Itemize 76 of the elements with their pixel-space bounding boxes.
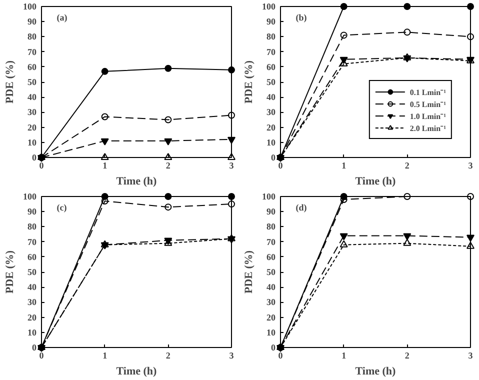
x-tick-label: 1 <box>342 160 347 170</box>
y-tick-label: 30 <box>28 297 37 308</box>
annotation: (d) <box>296 202 307 213</box>
y-tick-label: 20 <box>266 312 276 322</box>
y-tick-label: 50 <box>28 77 37 87</box>
y-tick-label: 40 <box>28 282 37 292</box>
y-tick-label: 50 <box>266 267 276 277</box>
y-tick-label: 90 <box>28 206 37 217</box>
x-tick-label: 0 <box>278 350 284 360</box>
x-tick-label: 0 <box>278 160 284 170</box>
y-axis-title: PDE (%) <box>4 60 16 104</box>
y-tick-label: 80 <box>28 32 37 42</box>
y-tick-label: 70 <box>266 46 276 57</box>
y-tick-label: 20 <box>266 122 276 132</box>
y-tick-label: 40 <box>266 92 276 102</box>
x-tick-label: 2 <box>166 160 171 170</box>
y-tick-label: 60 <box>266 62 276 72</box>
y-tick-label: 100 <box>262 2 276 12</box>
y-axis-title: PDE (%) <box>4 250 16 294</box>
x-tick-label: 2 <box>404 350 410 360</box>
x-axis-title: Time (h) <box>116 176 158 188</box>
y-tick-label: 100 <box>23 2 37 12</box>
x-tick-label: 0 <box>39 350 44 360</box>
y-axis-title: PDE (%) <box>243 250 255 294</box>
y-tick-label: 100 <box>262 192 276 202</box>
y-tick-label: 10 <box>28 327 37 338</box>
y-axis-title: PDE (%) <box>243 60 255 104</box>
y-tick-label: 0 <box>32 342 37 352</box>
annotation: (b) <box>296 12 307 23</box>
y-tick-label: 20 <box>28 122 37 132</box>
x-tick-label: 1 <box>102 350 108 360</box>
legend-label: 1.0 Lmin⁻¹ <box>410 111 446 121</box>
y-tick-label: 70 <box>28 46 37 57</box>
x-tick-label: 3 <box>229 350 234 360</box>
y-tick-label: 50 <box>266 77 276 87</box>
y-tick-label: 0 <box>271 342 276 352</box>
y-tick-label: 30 <box>28 107 37 118</box>
x-axis-title: Time (h) <box>355 366 396 378</box>
y-tick-label: 90 <box>28 16 37 27</box>
y-tick-label: 10 <box>266 137 276 148</box>
y-tick-label: 10 <box>266 327 276 338</box>
legend-label: 2.0 Lmin⁻¹ <box>410 123 446 133</box>
y-tick-label: 80 <box>28 222 37 232</box>
x-axis-title: Time (h) <box>355 176 396 188</box>
y-tick-label: 10 <box>28 137 37 148</box>
x-axis-title: Time (h) <box>116 366 158 378</box>
y-tick-label: 20 <box>28 312 37 322</box>
y-tick-label: 70 <box>28 236 37 247</box>
annotation: (a) <box>56 12 68 23</box>
x-tick-label: 1 <box>102 160 108 170</box>
x-tick-label: 3 <box>229 160 234 170</box>
x-tick-label: 2 <box>404 160 410 170</box>
y-tick-label: 60 <box>28 62 37 72</box>
x-tick-label: 3 <box>468 350 474 360</box>
y-tick-label: 50 <box>28 267 37 277</box>
y-tick-label: 100 <box>23 192 37 202</box>
y-tick-label: 40 <box>28 92 37 102</box>
y-tick-label: 30 <box>266 107 276 118</box>
legend-label: 0.5 Lmin⁻¹ <box>410 99 446 109</box>
y-tick-label: 80 <box>266 222 276 232</box>
y-tick-label: 70 <box>266 236 276 247</box>
x-tick-label: 3 <box>468 160 474 170</box>
x-tick-label: 0 <box>39 160 44 170</box>
annotation: (c) <box>56 202 67 213</box>
y-tick-label: 0 <box>271 152 276 162</box>
y-tick-label: 40 <box>266 282 276 292</box>
y-tick-label: 80 <box>266 32 276 42</box>
y-tick-label: 0 <box>32 152 37 162</box>
y-tick-label: 60 <box>28 252 37 262</box>
y-tick-label: 90 <box>266 16 276 27</box>
x-tick-label: 2 <box>166 350 171 360</box>
y-tick-label: 90 <box>266 206 276 217</box>
y-tick-label: 60 <box>266 252 276 262</box>
y-tick-label: 30 <box>266 297 276 308</box>
legend-label: 0.1 Lmin⁻¹ <box>410 87 446 97</box>
x-tick-label: 1 <box>342 350 347 360</box>
